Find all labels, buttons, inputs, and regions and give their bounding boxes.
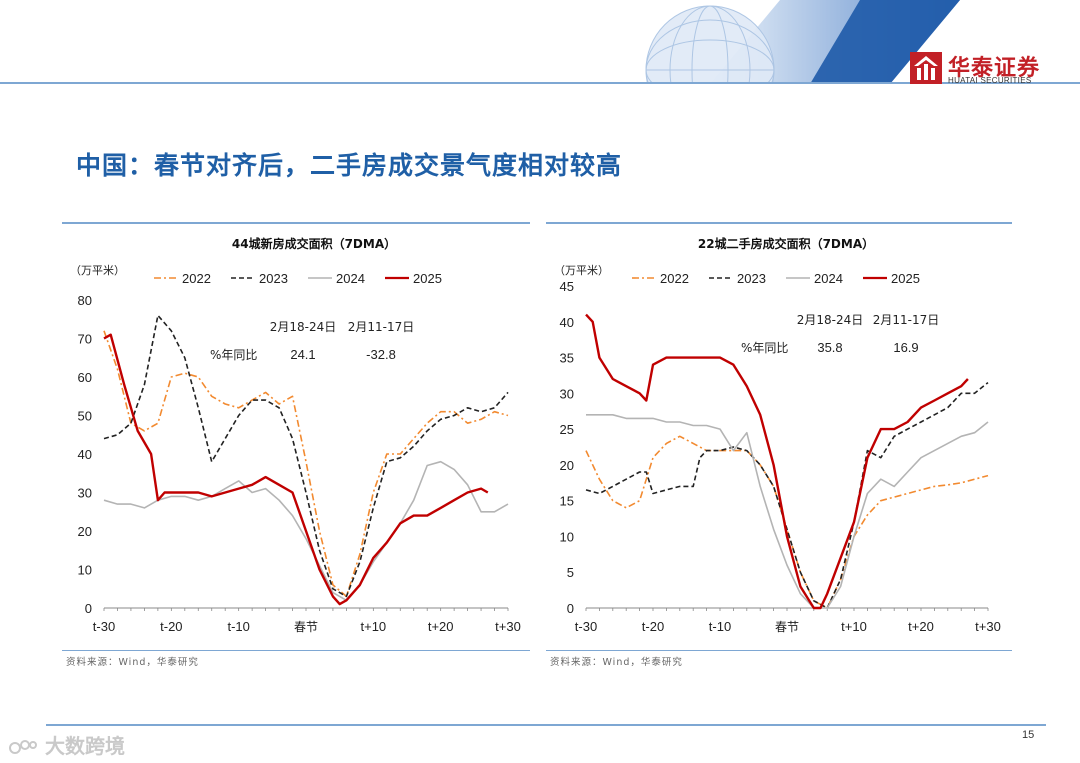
legend-label-2025: 2025 [891,271,920,286]
header-rule [0,82,1080,84]
y-tick-label: 70 [78,332,92,347]
series-line-2022 [103,330,509,598]
watermark: 大数跨境 [8,730,125,759]
y-tick-label: 5 [567,565,574,580]
footer-rule [46,724,1046,726]
chart-source-note: 资料来源：Wind，华泰研究 [550,657,683,668]
legend-label-2024: 2024 [814,271,843,286]
y-tick-label: 0 [567,601,574,616]
chart-source-note: 资料来源：Wind，华泰研究 [66,657,199,668]
y-tick-label: 35 [560,351,574,366]
legend-label-2024: 2024 [336,271,365,286]
chart-panel-new-homes: 44城新房成交面积（7DMA） （万平米） 2022 2023 2024 2025 0 10 2… [62,222,530,672]
annotation-row-label: %年同比 [210,348,257,362]
x-tick-label: t+20 [428,619,454,634]
x-tick-label: t+10 [841,619,867,634]
annotation-header-week1: 2月18-24日 [797,313,864,327]
legend-label-2022: 2022 [182,271,211,286]
watermark-text: 大数跨境 [44,734,125,758]
legend-label-2023: 2023 [737,271,766,286]
y-tick-label: 25 [560,422,574,437]
y-tick-label: 45 [560,279,574,294]
page-number: 15 [1022,729,1035,741]
y-tick-label: 0 [85,601,92,616]
panel-bottom-rule [546,650,1012,651]
y-tick-label: 20 [560,458,574,473]
annotation-value-week2: 16.9 [893,340,918,355]
y-tick-label: 15 [560,494,574,509]
annotation-value-week2: -32.8 [366,347,396,362]
annotation-header-week2: 2月11-17日 [873,313,940,327]
x-tick-label: t-30 [575,619,597,634]
x-tick-label: t+30 [495,619,521,634]
huatai-logo-icon [910,52,942,84]
y-tick-label: 30 [78,486,92,501]
annotation-value-week1: 35.8 [817,340,842,355]
series-line-2023 [585,381,989,609]
series-line-2022 [585,435,989,609]
header-globe-graphic [645,0,960,84]
brand-logo: 华泰证券 HUATAI SECURITIES [910,52,1050,86]
annotation-value-week1: 24.1 [290,347,315,362]
y-axis-unit-label: （万平米） [70,264,125,277]
logo-chinese-text: 华泰证券 [948,56,1041,81]
y-axis-unit-label: （万平米） [554,264,609,277]
x-tick-label: 春节 [775,620,799,634]
watermark-logo-icon [9,739,37,754]
annotation-header-week1: 2月18-24日 [270,320,337,334]
y-tick-label: 80 [78,293,92,308]
y-tick-label: 20 [78,524,92,539]
legend-label-2025: 2025 [413,271,442,286]
chart-title: 44城新房成交面积（7DMA） [232,236,396,251]
panel-bottom-rule [62,650,530,651]
series-line-2025 [585,313,969,610]
x-tick-label: t-20 [642,619,664,634]
y-tick-label: 50 [78,409,92,424]
series-line-2025 [103,333,489,606]
panel-top-rule [62,222,530,224]
x-tick-label: t+20 [908,619,934,634]
legend-label-2022: 2022 [660,271,689,286]
x-tick-label: t+30 [975,619,1001,634]
x-tick-label: 春节 [294,620,318,634]
series-line-2024 [586,414,989,609]
panel-top-rule [546,222,1012,224]
x-tick-label: t-10 [709,619,731,634]
x-tick-label: t-20 [160,619,182,634]
chart-title: 22城二手房成交面积（7DMA） [698,236,874,251]
series-line-2024 [103,460,509,602]
y-tick-label: 10 [78,563,92,578]
x-tick-label: t-10 [227,619,249,634]
chart-new-homes: 44城新房成交面积（7DMA） （万平米） 2022 2023 2024 2025 0 10 2… [70,236,521,634]
chart-panel-second-hand: 22城二手房成交面积（7DMA） （万平米） 2022 2023 2024 2025 0 5 1… [546,222,1012,672]
series-line-2023 [103,314,509,598]
x-tick-label: t-30 [93,619,115,634]
y-tick-label: 40 [78,447,92,462]
y-tick-label: 40 [560,315,574,330]
chart-second-hand-homes: 22城二手房成交面积（7DMA）（万平米）2022 2023 2024 2025051… [554,236,1001,634]
logo-english-text: HUATAI SECURITIES [948,76,1032,85]
annotation-row-label: %年同比 [741,341,788,355]
y-tick-label: 30 [560,386,574,401]
annotation-header-week2: 2月11-17日 [348,320,415,334]
x-tick-label: t+10 [360,619,386,634]
slide-title: 中国：春节对齐后，二手房成交景气度相对较高 [76,151,623,180]
y-tick-label: 60 [78,370,92,385]
y-tick-label: 10 [560,529,574,544]
legend-label-2023: 2023 [259,271,288,286]
